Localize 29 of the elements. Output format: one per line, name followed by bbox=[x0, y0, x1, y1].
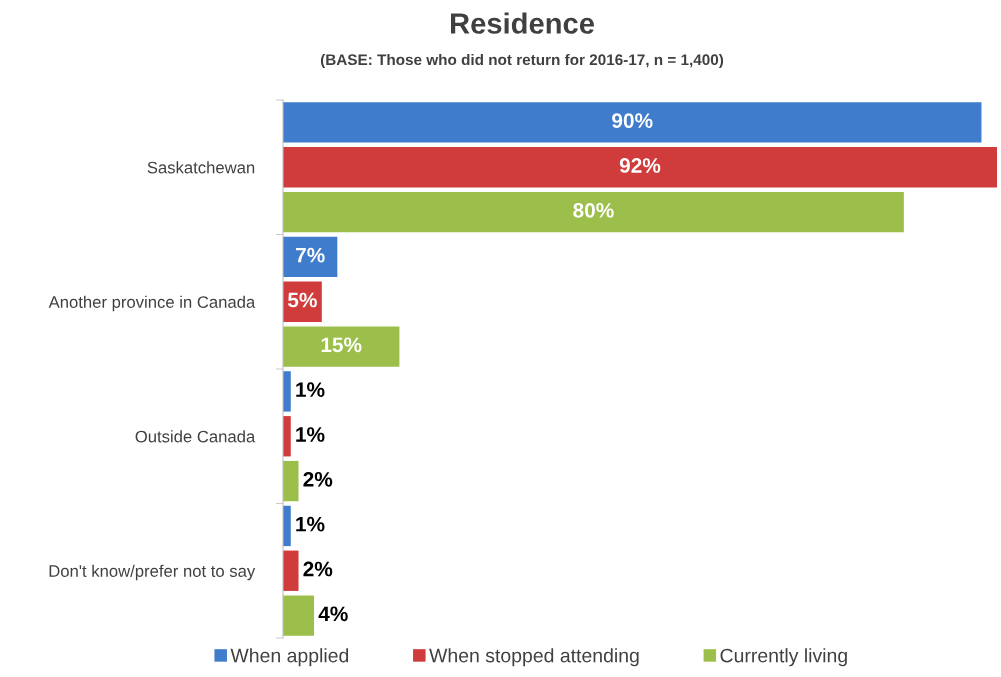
bar bbox=[283, 550, 299, 591]
data-label: 1% bbox=[296, 382, 325, 397]
data-label: 1% bbox=[296, 516, 325, 532]
data-label: 92% bbox=[619, 158, 661, 173]
bar bbox=[283, 326, 400, 367]
bar bbox=[283, 191, 904, 233]
bar bbox=[283, 102, 982, 143]
bar bbox=[283, 460, 299, 502]
data-label: 15% bbox=[321, 337, 362, 353]
bar bbox=[283, 371, 291, 412]
y-tick-label: Saskatchewan bbox=[147, 161, 255, 174]
legend-label: When applied bbox=[230, 648, 349, 667]
data-label: 90% bbox=[612, 113, 653, 129]
y-tick-label: Outside Canada bbox=[135, 430, 256, 443]
chart-title: Residence bbox=[451, 12, 594, 34]
data-label: 4% bbox=[318, 606, 348, 622]
y-tick-label: Another province in Canada bbox=[48, 295, 256, 312]
y-tick-label: Don't know/prefer not to say bbox=[49, 564, 256, 581]
data-label: 2% bbox=[303, 471, 333, 487]
data-label: 80% bbox=[573, 202, 614, 218]
legend-label: Currently living bbox=[720, 648, 847, 667]
data-label: 2% bbox=[303, 561, 333, 577]
legend-label: When stopped attending bbox=[429, 648, 639, 667]
data-label: 5% bbox=[287, 292, 317, 308]
chart-subtitle: (BASE: Those who did not return for 2016-17, n = 1,400) bbox=[320, 53, 724, 69]
data-label: 1% bbox=[296, 427, 325, 442]
data-label: 7% bbox=[296, 247, 325, 263]
bar bbox=[283, 147, 997, 188]
bar bbox=[283, 595, 315, 636]
